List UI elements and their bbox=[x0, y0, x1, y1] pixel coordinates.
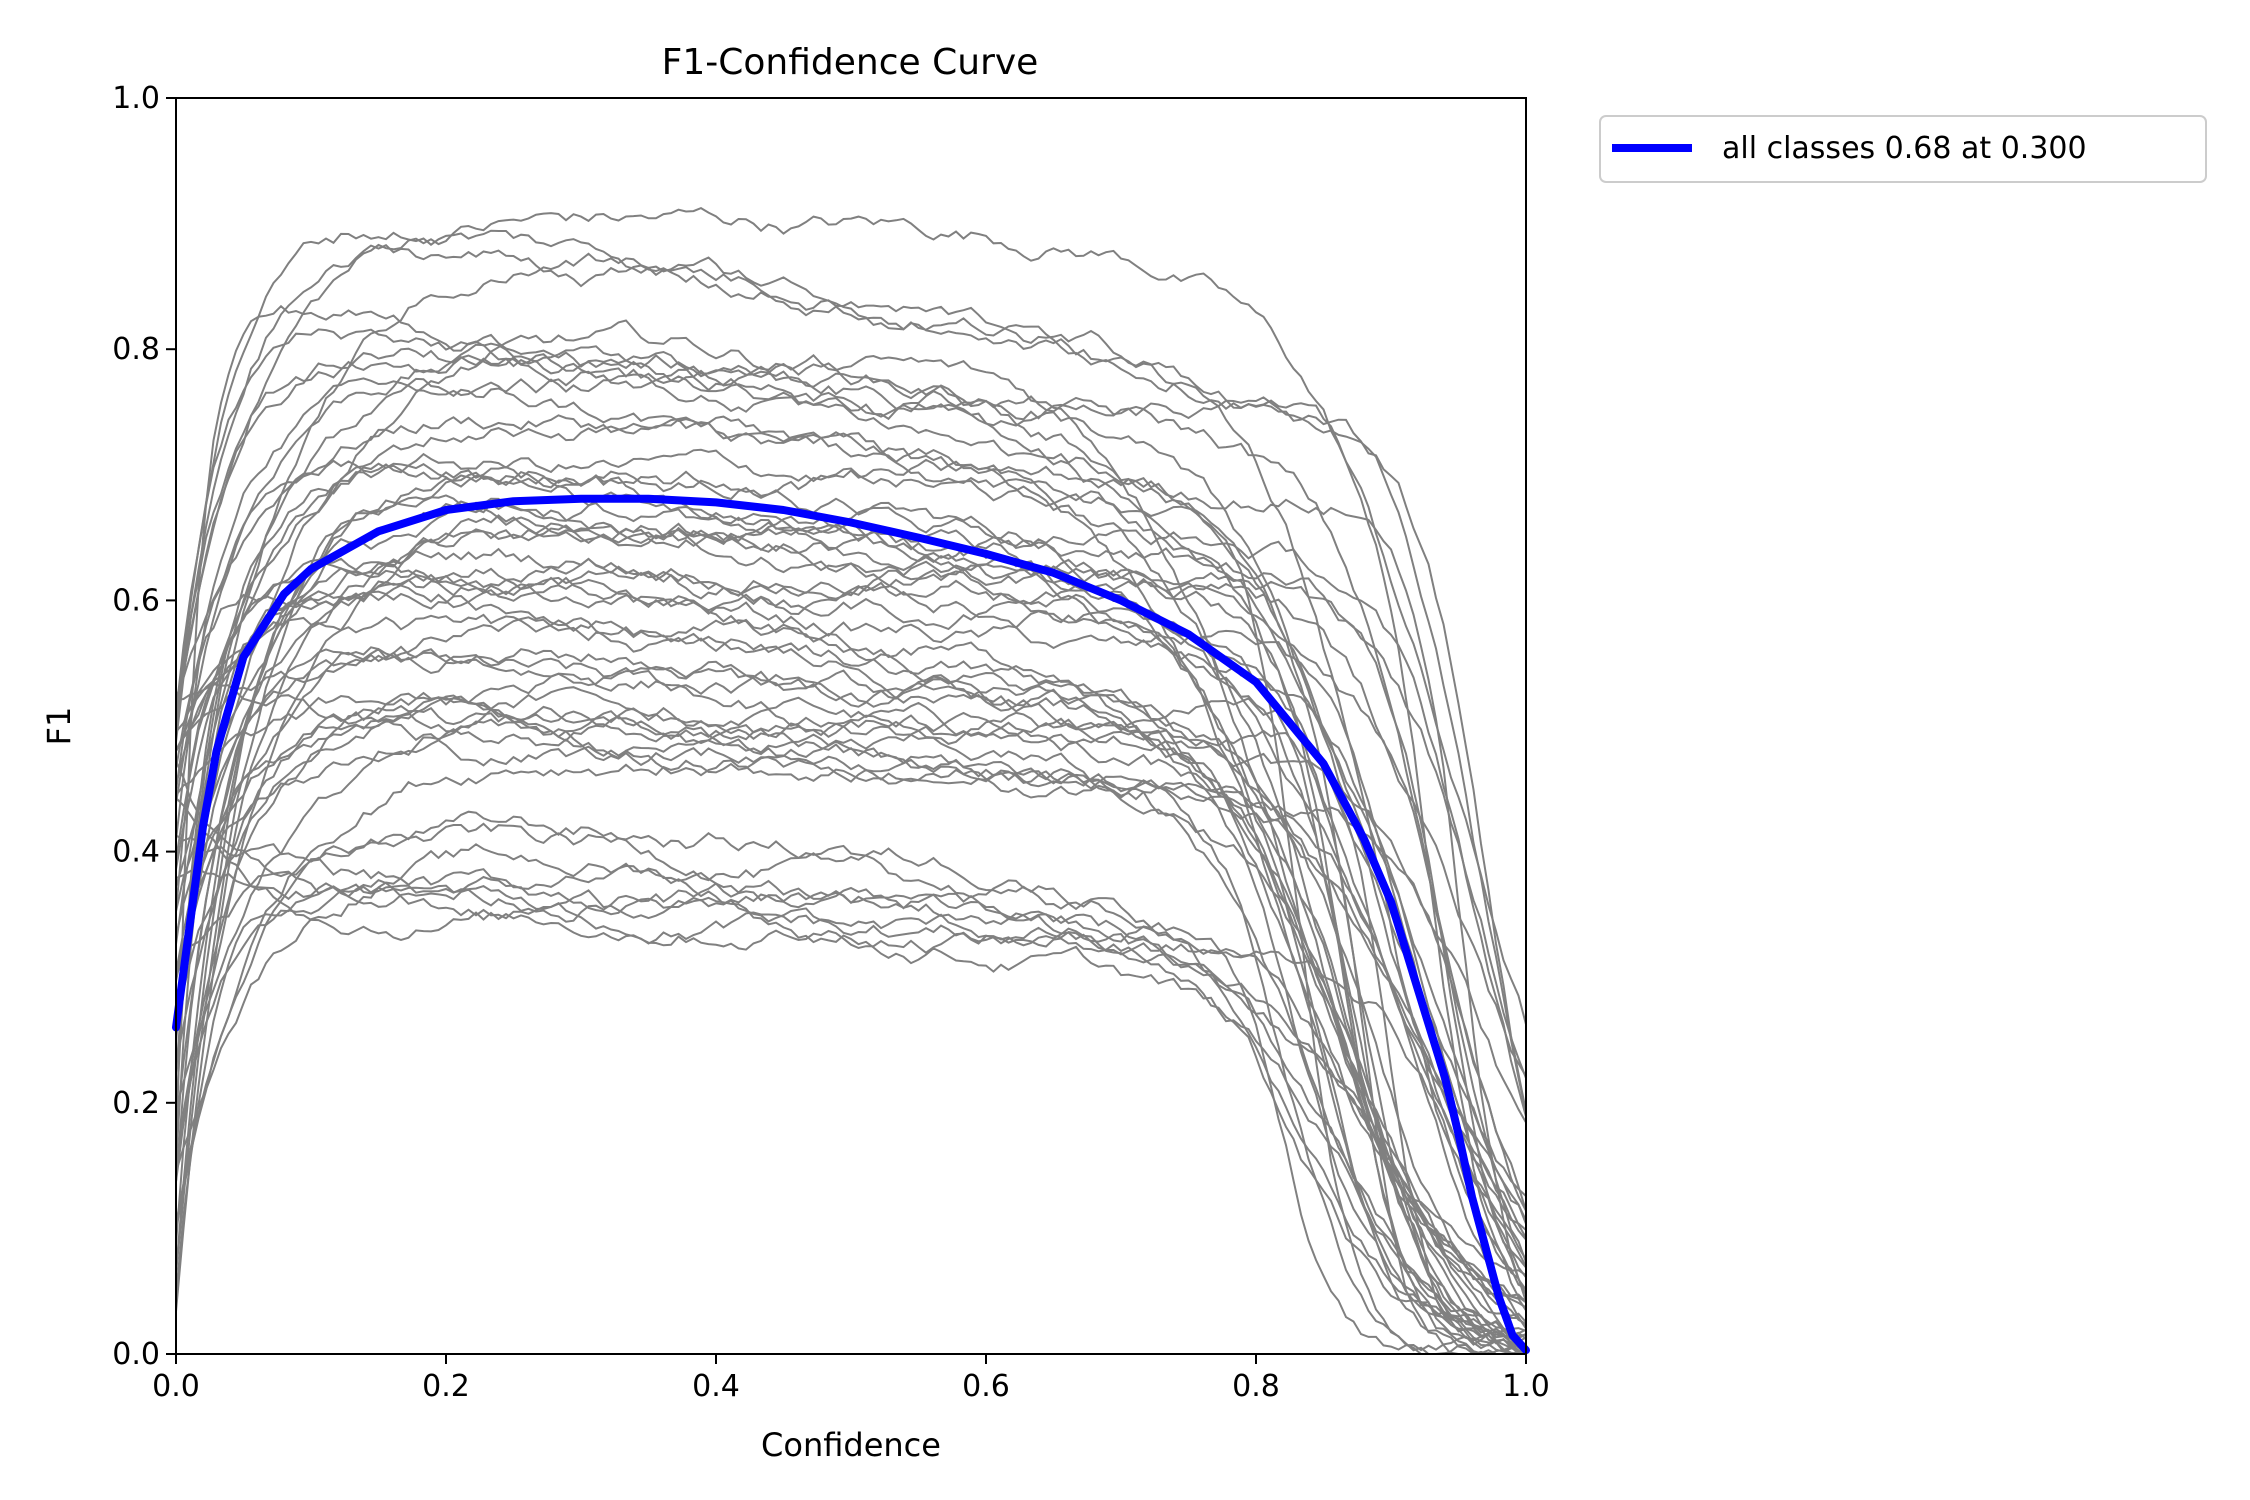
y-axis-label: F1 bbox=[40, 707, 78, 746]
legend-label-all-classes: all classes 0.68 at 0.300 bbox=[1722, 131, 2087, 166]
class-curve bbox=[175, 448, 1527, 1303]
y-axis: 0.0 0.2 0.4 0.6 0.8 1.0 bbox=[112, 81, 176, 1372]
class-curve bbox=[175, 613, 1527, 1349]
series-line-all-classes bbox=[172, 494, 1530, 1355]
class-curve bbox=[175, 244, 1527, 1290]
class-curve bbox=[175, 347, 1527, 1197]
class-curve bbox=[175, 304, 1527, 1355]
y-tick-label: 0.0 bbox=[112, 1337, 160, 1372]
y-tick-label: 0.2 bbox=[112, 1086, 160, 1121]
per-class-curves bbox=[175, 206, 1527, 1356]
class-curve bbox=[175, 229, 1527, 1304]
class-curve bbox=[175, 883, 1527, 1352]
x-tick-label: 0.0 bbox=[152, 1369, 200, 1404]
class-curve bbox=[175, 591, 1527, 1221]
class-curve bbox=[175, 462, 1527, 1323]
class-curve bbox=[175, 718, 1527, 1355]
class-curve bbox=[175, 696, 1527, 1349]
y-tick-label: 0.4 bbox=[112, 835, 160, 870]
class-curve bbox=[175, 494, 1527, 1340]
class-curve bbox=[175, 646, 1527, 1355]
class-curve bbox=[175, 504, 1527, 1211]
class-curve bbox=[175, 862, 1527, 1354]
class-curve bbox=[175, 576, 1527, 1342]
legend-box bbox=[1599, 115, 2207, 183]
class-curve bbox=[175, 645, 1527, 1309]
class-curve bbox=[175, 377, 1527, 1225]
x-tick-label: 0.8 bbox=[1232, 1369, 1280, 1404]
chart-title: F1-Confidence Curve bbox=[662, 42, 1039, 83]
class-curve bbox=[175, 252, 1527, 1112]
y-tick-label: 0.8 bbox=[112, 332, 160, 367]
y-tick-label: 0.6 bbox=[112, 583, 160, 618]
class-curve bbox=[175, 464, 1527, 1231]
class-curve bbox=[175, 557, 1527, 1269]
legend: all classes 0.68 at 0.300 bbox=[1599, 115, 2207, 183]
y-tick-label: 1.0 bbox=[112, 81, 160, 116]
all-classes-series bbox=[172, 494, 1530, 1355]
x-axis-label: Confidence bbox=[761, 1426, 941, 1464]
class-curve bbox=[175, 822, 1527, 1337]
class-curve bbox=[175, 739, 1526, 1355]
class-curve bbox=[175, 683, 1527, 1356]
class-curve bbox=[175, 797, 1527, 1325]
x-tick-label: 0.4 bbox=[692, 1369, 740, 1404]
class-curve bbox=[175, 694, 1527, 1356]
class-curve bbox=[175, 414, 1527, 1353]
class-curve bbox=[175, 810, 1527, 1354]
x-tick-label: 0.2 bbox=[422, 1369, 470, 1404]
class-curve bbox=[175, 343, 1527, 1260]
x-axis: 0.0 0.2 0.4 0.6 0.8 1.0 bbox=[152, 1354, 1550, 1404]
class-curve bbox=[175, 418, 1527, 1303]
plot-frame bbox=[175, 97, 1527, 1355]
class-curve bbox=[175, 665, 1527, 1123]
x-tick-label: 0.6 bbox=[962, 1369, 1010, 1404]
class-curve bbox=[175, 686, 1527, 1239]
class-curve bbox=[175, 557, 1527, 1164]
x-tick-label: 1.0 bbox=[1502, 1369, 1550, 1404]
class-curve bbox=[175, 373, 1527, 1113]
class-curve bbox=[175, 319, 1527, 1263]
class-curve bbox=[175, 760, 1527, 1340]
